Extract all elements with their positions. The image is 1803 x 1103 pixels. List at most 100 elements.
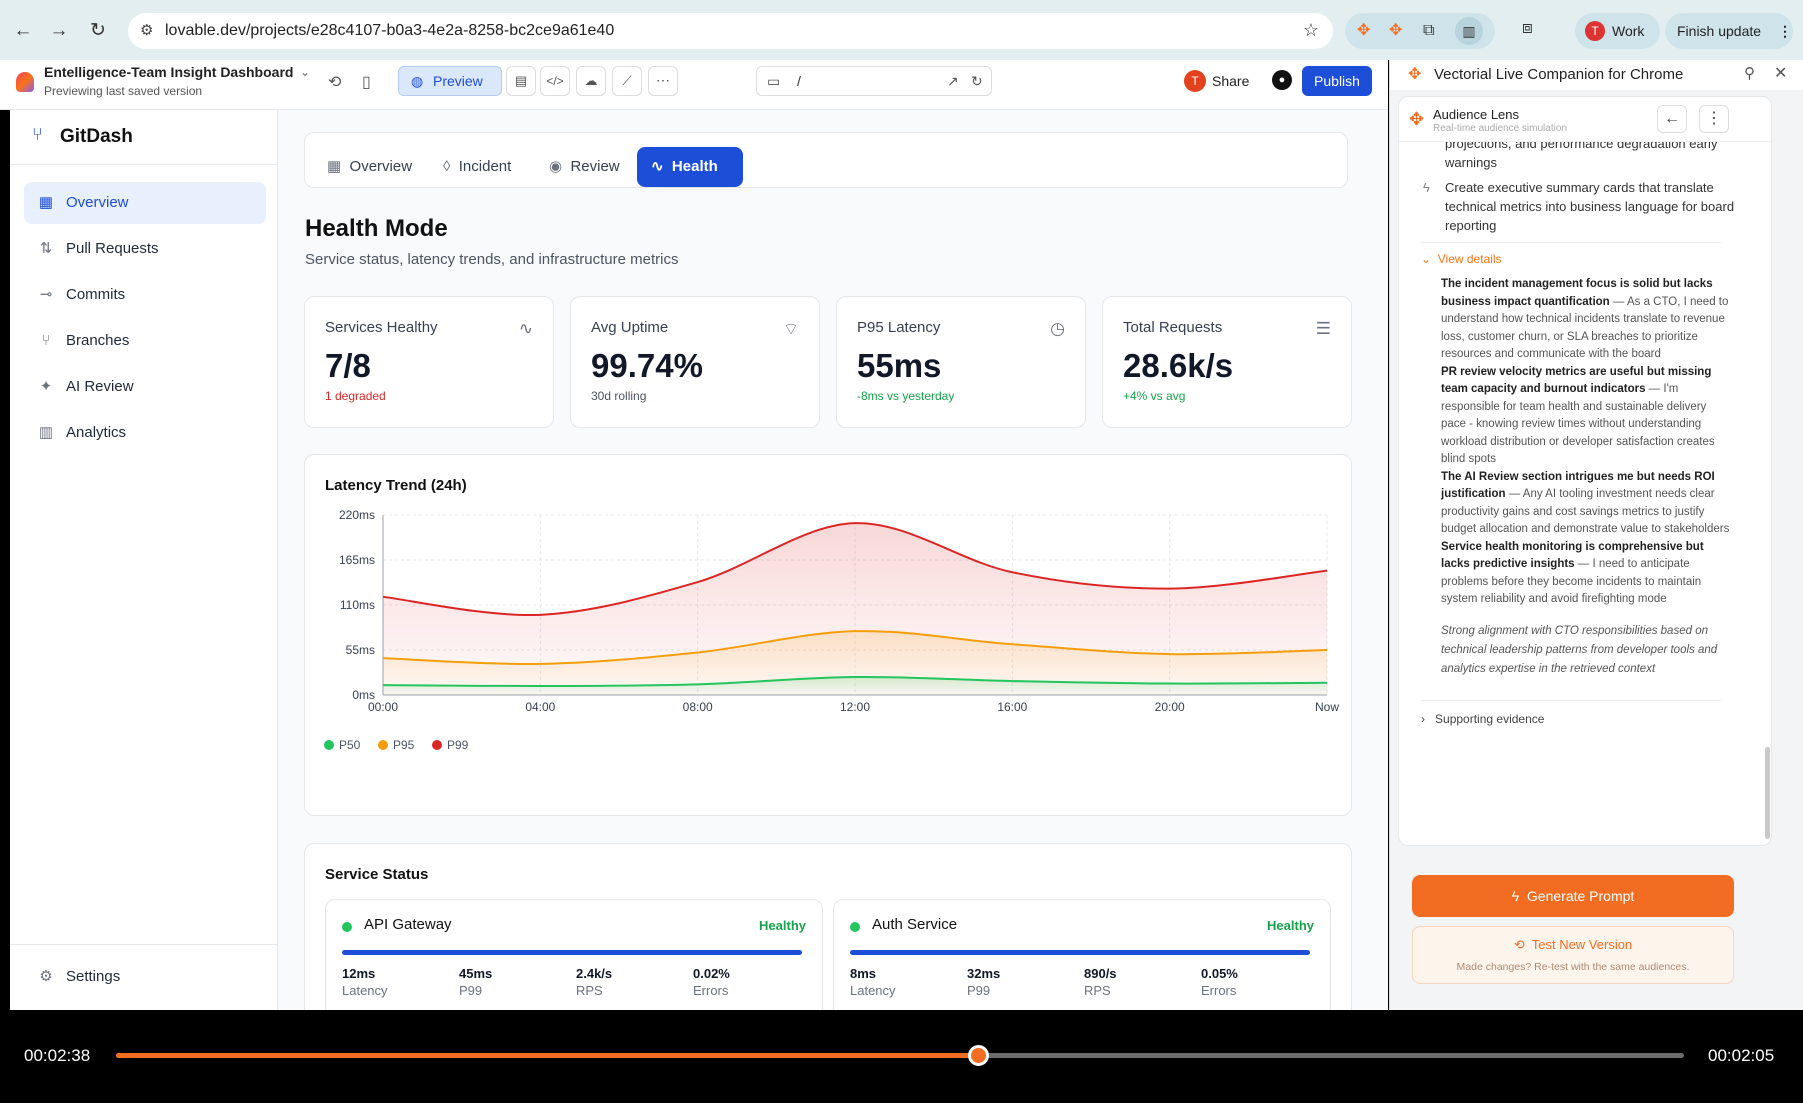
back-arrow-icon[interactable]: ← <box>1657 105 1687 133</box>
seek-bar-progress <box>116 1053 979 1058</box>
code-icon[interactable]: </> <box>540 66 570 96</box>
finish-update-button[interactable]: Finish update ⋮ <box>1665 13 1793 49</box>
chevron-down-icon: ⌄ <box>1421 252 1432 266</box>
side-panel-icon[interactable]: ▥ <box>1455 17 1483 45</box>
divider <box>1399 141 1771 142</box>
status-badge: Healthy <box>759 918 806 933</box>
forward-icon[interactable]: → <box>49 20 69 41</box>
more-vert-icon[interactable]: ⋮ <box>1699 105 1729 133</box>
supporting-evidence-toggle[interactable]: › Supporting evidence <box>1421 712 1544 726</box>
sidebar-item-branches[interactable]: ⑂ Branches <box>24 320 266 362</box>
service-stat-value: 32ms <box>967 966 1001 981</box>
bolt-icon: ϟ <box>1423 180 1430 195</box>
chevron-down-icon[interactable]: ⌄ <box>300 65 311 79</box>
y-tick-label: 0ms <box>352 688 375 702</box>
tab-search-icon[interactable]: ⧈ <box>1522 18 1533 37</box>
file-icon[interactable]: ▤ <box>506 66 536 96</box>
x-tick-label: 20:00 <box>1155 700 1185 714</box>
x-tick-label: 04:00 <box>525 700 555 714</box>
more-vert-icon[interactable]: ⋮ <box>1778 23 1792 39</box>
detail-item: PR review velocity metrics are useful bu… <box>1441 364 1733 469</box>
puzzle-icon[interactable]: ⧉ <box>1423 22 1435 39</box>
bookmark-star-icon[interactable]: ☆ <box>1302 20 1319 40</box>
server-icon: ☰ <box>1315 319 1331 338</box>
cloud-icon[interactable]: ☁ <box>576 66 606 96</box>
service-card[interactable]: Auth Service Healthy 8ms Latency 32ms P9… <box>833 899 1331 1019</box>
sidebar-item-label: Analytics <box>66 424 127 441</box>
truncated-text: projections, and performance degradation… <box>1445 142 1735 172</box>
site-settings-icon[interactable]: ⚙ <box>140 22 154 39</box>
truncated-line: projections, and performance degradation… <box>1445 142 1718 151</box>
sidebar-item-label: Branches <box>66 332 130 349</box>
supporting-evidence-label: Supporting evidence <box>1435 712 1545 726</box>
tab-review[interactable]: ◉ Review <box>535 147 634 187</box>
profile-avatar: T <box>1585 21 1605 41</box>
tab-health[interactable]: ∿ Health <box>637 147 743 187</box>
italic-note: Strong alignment with CTO responsibiliti… <box>1441 625 1718 675</box>
reload-icon[interactable]: ↻ <box>90 20 106 41</box>
more-horiz-icon[interactable]: ⋯ <box>648 66 678 96</box>
tab-overview[interactable]: ▦ Overview <box>313 147 426 187</box>
open-external-icon[interactable]: ↗ <box>947 73 959 89</box>
bar-chart-icon: ▥ <box>38 424 54 441</box>
sidebar-toggle-icon[interactable]: ▯ <box>362 74 371 91</box>
sidebar-item-commits[interactable]: ⊸ Commits <box>24 274 266 316</box>
analytics-icon[interactable]: ⟋ <box>612 66 642 96</box>
vectorial-extension-icon-2[interactable]: ✥ <box>1389 22 1403 39</box>
project-title[interactable]: Entelligence-Team Insight Dashboard <box>44 64 294 80</box>
detail-text: — Any AI tooling investment needs clear … <box>1441 488 1730 535</box>
sidebar-item-label: AI Review <box>66 378 134 395</box>
metric-card-services-healthy: Services Healthy ∿ 7/8 1 degraded <box>304 296 554 428</box>
pin-icon[interactable]: ⚲ <box>1744 65 1755 82</box>
refresh-icon: ⟲ <box>1513 937 1525 952</box>
service-name: API Gateway <box>364 916 452 933</box>
github-icon[interactable]: ● <box>1272 70 1292 90</box>
x-tick-label: 16:00 <box>997 700 1027 714</box>
sidebar-item-overview[interactable]: ▦ Overview <box>24 182 266 224</box>
back-icon[interactable]: ← <box>13 20 33 41</box>
metric-label: P95 Latency <box>857 319 941 336</box>
service-stat-value: 45ms <box>459 966 493 981</box>
vectorial-extension-icon[interactable]: ✥ <box>1357 22 1371 39</box>
pull-request-icon: ⇅ <box>39 240 53 257</box>
share-button[interactable]: T Share <box>1184 66 1254 96</box>
path-bar[interactable]: ▭ / ↗ ↻ <box>756 66 992 96</box>
metric-value: 28.6k/s <box>1123 347 1234 384</box>
sidebar-item-pull-requests[interactable]: ⇅ Pull Requests <box>24 228 266 270</box>
close-icon[interactable]: ✕ <box>1774 65 1788 82</box>
page-title: Health Mode <box>305 215 448 242</box>
history-icon[interactable]: ⟲ <box>328 74 342 91</box>
grid-icon: ▦ <box>38 194 54 211</box>
preview-button[interactable]: ◍ Preview <box>398 66 502 96</box>
seek-bar[interactable] <box>116 1045 1684 1066</box>
address-bar[interactable]: ⚙ lovable.dev/projects/e28c4107-b0a3-4e2… <box>128 13 1333 49</box>
service-stat-label: RPS <box>1084 983 1111 998</box>
y-tick-label: 110ms <box>340 598 375 612</box>
sidebar-item-settings[interactable]: ⚙ Settings <box>24 956 266 998</box>
sidebar-item-ai-review[interactable]: ✦ AI Review <box>24 366 266 408</box>
x-tick-label: 08:00 <box>683 700 713 714</box>
generate-prompt-button[interactable]: ϟ Generate Prompt <box>1412 875 1734 917</box>
browser-toolbar: ← → ↻ ⚙ lovable.dev/projects/e28c4107-b0… <box>0 0 1803 60</box>
service-card[interactable]: API Gateway Healthy 12ms Latency 45ms P9… <box>325 899 823 1019</box>
sidebar-item-analytics[interactable]: ▥ Analytics <box>24 412 266 454</box>
device-icon[interactable]: ▭ <box>767 73 781 89</box>
sidebar-item-label: Pull Requests <box>66 240 159 257</box>
service-stat-label: Latency <box>850 983 896 998</box>
metric-value: 7/8 <box>325 347 371 384</box>
metric-value: 99.74% <box>591 347 703 384</box>
divider <box>10 164 278 165</box>
view-details-toggle[interactable]: ⌄ View details <box>1421 252 1502 266</box>
health-bar <box>850 950 1310 955</box>
refresh-icon[interactable]: ↻ <box>971 73 983 89</box>
publish-button[interactable]: Publish <box>1302 66 1372 96</box>
test-new-version-button[interactable]: ⟲ Test New Version Made changes? Re-test… <box>1412 926 1734 984</box>
seek-handle[interactable] <box>968 1045 990 1066</box>
tab-incident[interactable]: ◊ Incident <box>429 147 525 187</box>
view-switcher: ▤ </> ☁ ⟋ ⋯ <box>506 66 678 96</box>
service-stat-value: 0.05% <box>1201 966 1238 981</box>
view-details-label: View details <box>1437 252 1502 266</box>
scrollbar[interactable] <box>1765 747 1770 839</box>
profile-button[interactable]: T Work <box>1575 13 1660 49</box>
activity-icon: ∿ <box>651 158 664 175</box>
